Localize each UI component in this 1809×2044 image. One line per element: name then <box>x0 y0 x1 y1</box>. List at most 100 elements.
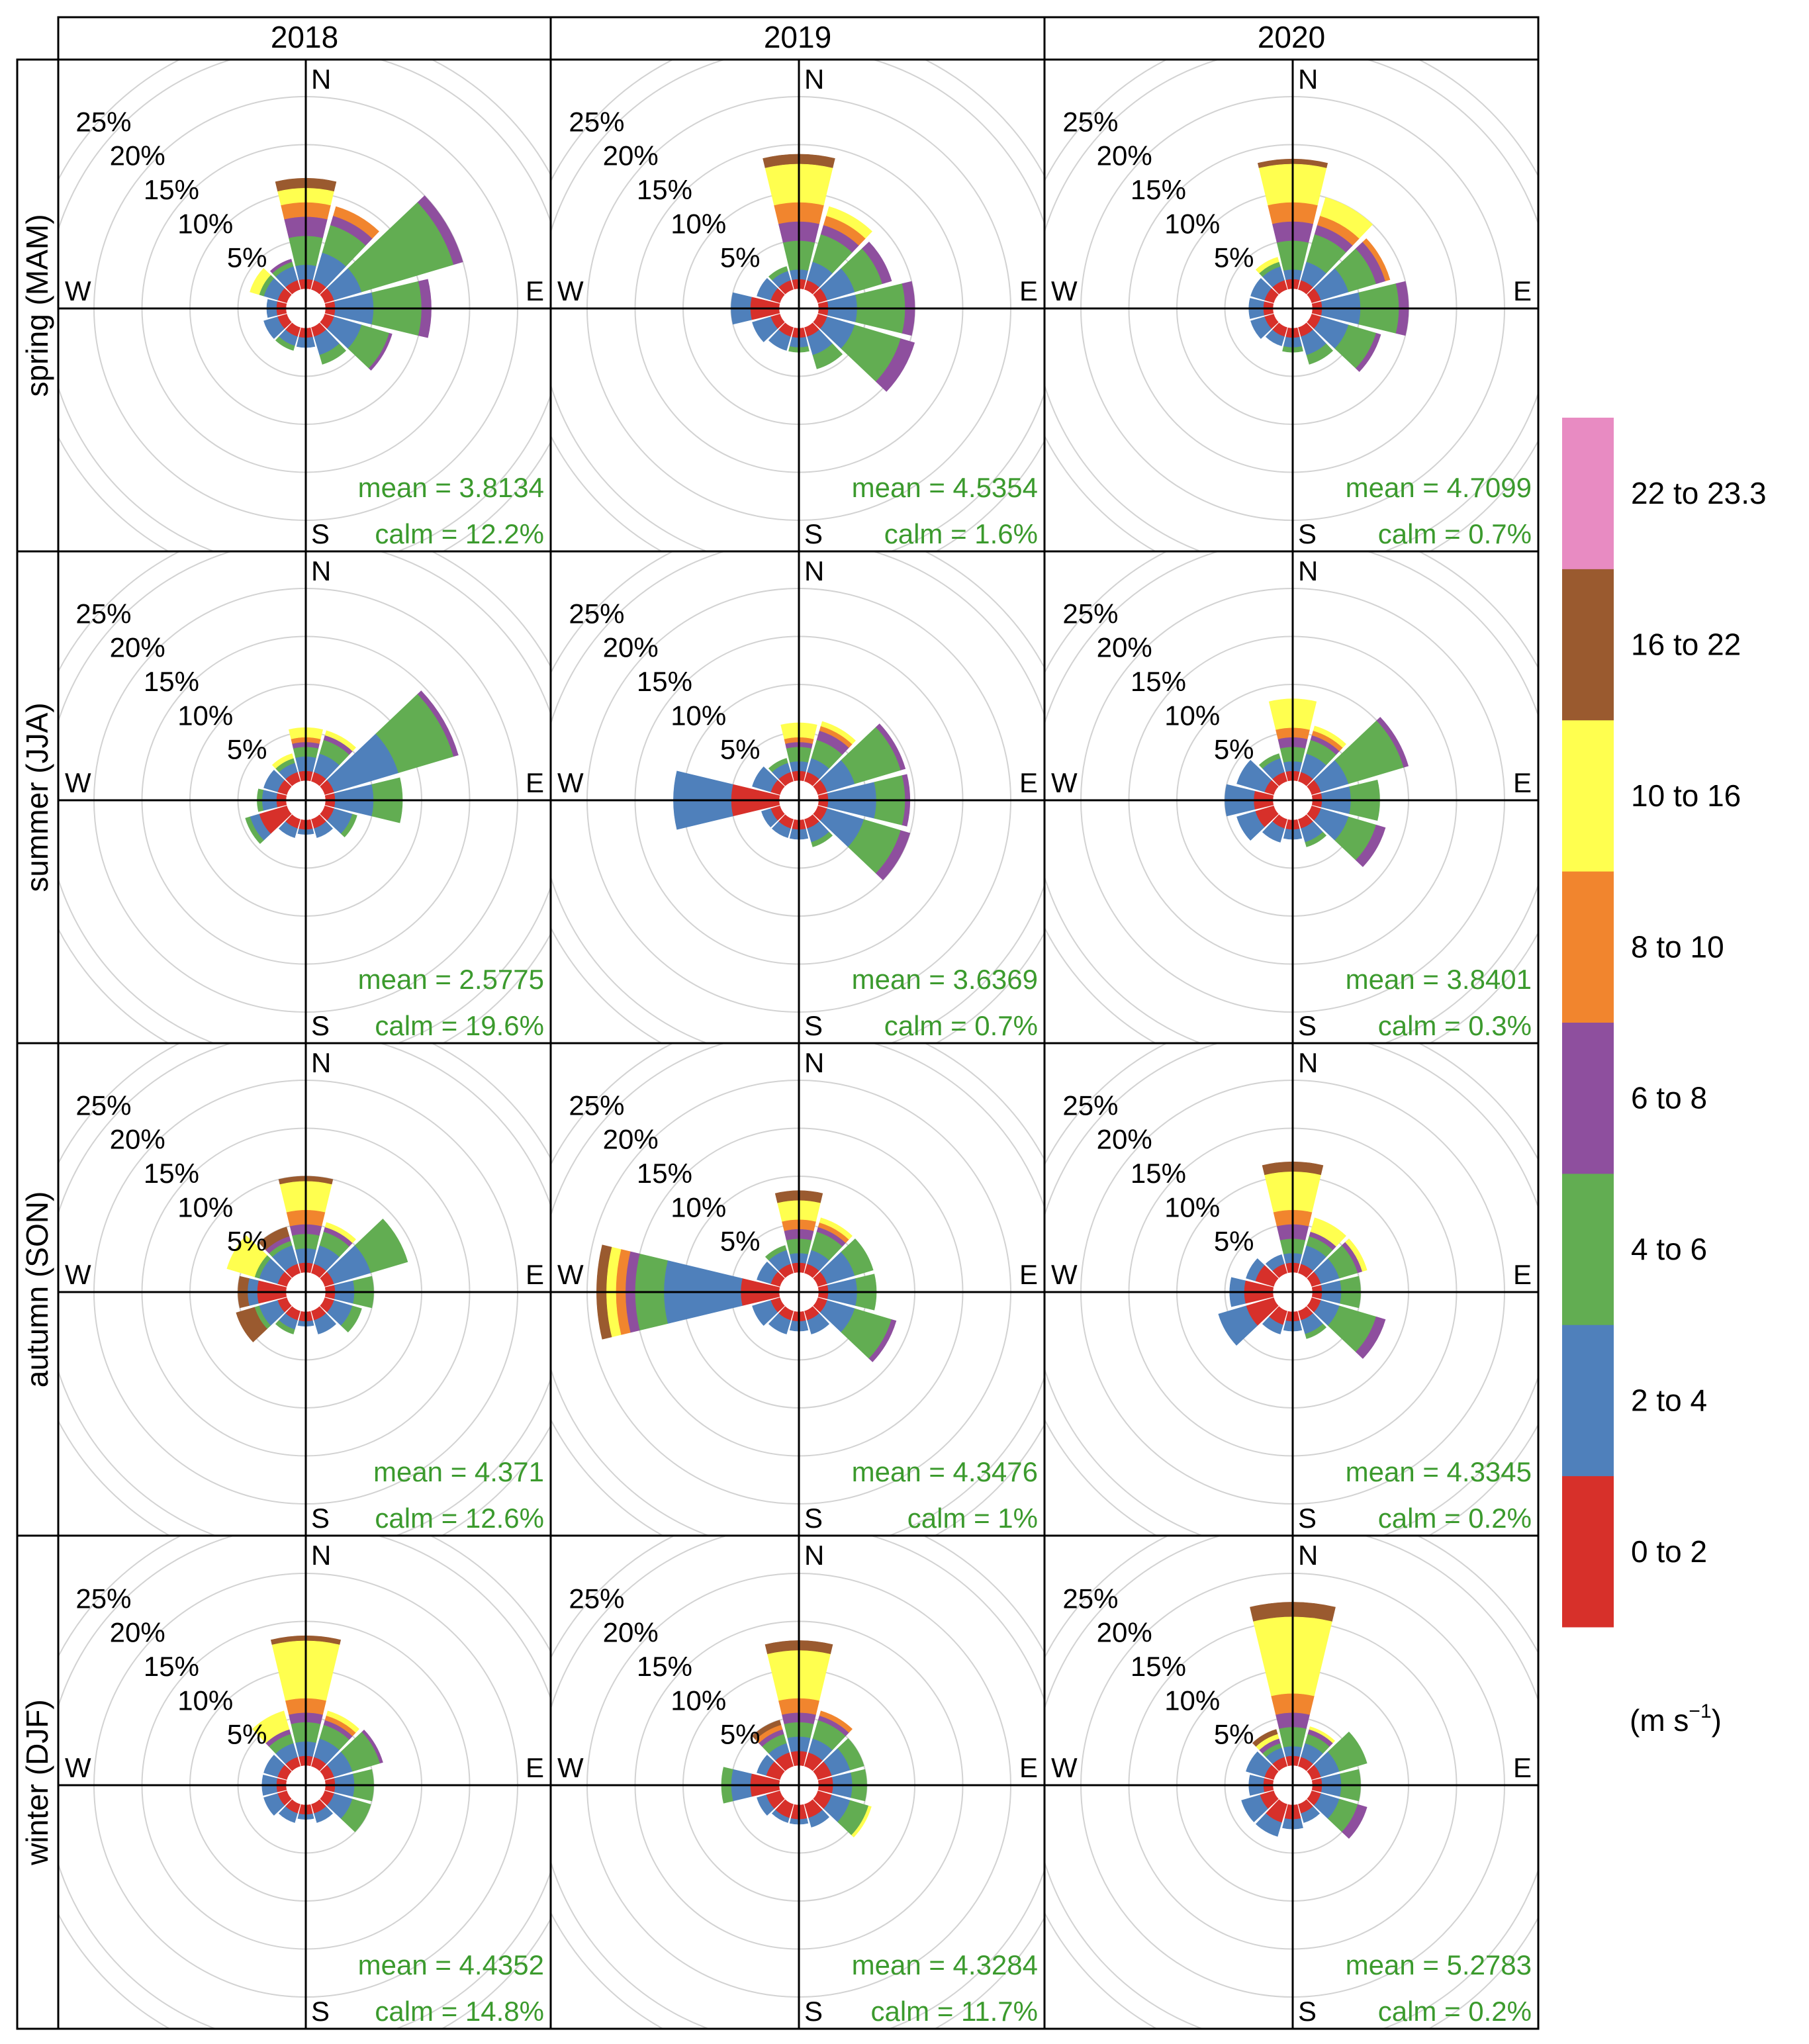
calm-annotation: calm = 0.7% <box>884 1010 1038 1041</box>
wedge-segment <box>340 1305 362 1333</box>
wedge-segment <box>252 1710 290 1743</box>
panel-border <box>1043 1534 1540 2030</box>
compass-label-n: N <box>311 1047 331 1078</box>
compass-label-w: W <box>65 1259 91 1290</box>
compass-label-e: E <box>526 767 544 798</box>
mean-annotation: mean = 4.3476 <box>852 1456 1038 1487</box>
wedge-segment <box>1320 197 1373 239</box>
mean-annotation: mean = 4.3284 <box>852 1949 1038 1980</box>
unit-suffix: ) <box>1712 1703 1722 1738</box>
wedge-segment <box>819 1217 853 1240</box>
legend-label: 16 to 22 <box>1631 627 1741 662</box>
wedge-segment <box>752 766 778 792</box>
column-header-label: 2018 <box>271 20 338 54</box>
mean-annotation: mean = 4.371 <box>373 1456 544 1487</box>
compass-label-n: N <box>1298 555 1318 586</box>
mean-annotation: mean = 4.4352 <box>358 1949 544 1980</box>
wedge-segment <box>1345 1238 1368 1272</box>
calm-annotation: calm = 0.3% <box>1378 1010 1532 1041</box>
wedge-segment <box>1255 1813 1282 1837</box>
compass-label-w: W <box>557 275 584 306</box>
radial-tick-label: 20% <box>110 1617 165 1648</box>
wedge-segment <box>812 343 843 369</box>
legend-unit-label: (m s−1) <box>1630 1700 1722 1738</box>
wedge-segment <box>837 1738 864 1771</box>
wedge-segment <box>819 1710 853 1733</box>
radial-tick-label: 15% <box>1131 1651 1186 1682</box>
compass-label-w: W <box>1051 1752 1078 1783</box>
radial-tick-label: 20% <box>110 140 165 171</box>
radial-tick-label: 15% <box>144 666 199 697</box>
mean-annotation: mean = 4.7099 <box>1346 472 1532 503</box>
mean-annotation: mean = 5.2783 <box>1346 1949 1532 1980</box>
radial-tick-label: 20% <box>110 1124 165 1155</box>
radial-tick-label: 15% <box>144 1158 199 1189</box>
legend-label: 10 to 16 <box>1631 778 1741 813</box>
wedge-segment <box>1258 753 1281 769</box>
radial-tick-label: 5% <box>720 1719 761 1750</box>
wedge-segment <box>1241 1794 1268 1823</box>
radial-tick-label: 20% <box>603 1617 659 1648</box>
wedge-segment <box>314 821 334 838</box>
calm-annotation: calm = 19.6% <box>375 1010 544 1041</box>
wedge-segment <box>768 1313 791 1334</box>
radial-tick-label: 25% <box>1062 1583 1118 1614</box>
wedge-segment <box>263 1754 285 1777</box>
wedge-segment <box>768 758 788 772</box>
wedge-segment <box>1265 329 1285 346</box>
legend-swatch <box>1562 871 1614 1023</box>
compass-label-w: W <box>1051 767 1078 798</box>
radial-tick-label: 15% <box>1131 666 1186 697</box>
radial-tick-label: 15% <box>144 1651 199 1682</box>
radial-tick-label: 15% <box>1131 174 1186 205</box>
wedge-segment <box>1236 811 1265 841</box>
radial-tick-label: 20% <box>1097 632 1152 663</box>
radial-tick-label: 5% <box>720 1226 761 1257</box>
column-header-label: 2020 <box>1258 20 1325 54</box>
wedge-segment <box>1305 1323 1327 1339</box>
wedge-segment <box>340 1798 371 1833</box>
compass-label-s: S <box>1298 1010 1317 1041</box>
unit-prefix: (m s <box>1630 1703 1689 1738</box>
compass-label-e: E <box>526 275 544 306</box>
legend-swatch <box>1562 1324 1614 1477</box>
wedge-segment <box>333 206 379 239</box>
radial-tick-label: 5% <box>227 734 267 765</box>
unit-exponent: −1 <box>1689 1700 1711 1722</box>
compass-label-e: E <box>1019 767 1038 798</box>
wedge-segment <box>868 1319 897 1362</box>
wedge-segment <box>768 329 791 351</box>
wedge-segment <box>1236 759 1272 792</box>
radial-tick-label: 25% <box>75 1583 131 1614</box>
compass-label-w: W <box>557 1259 584 1290</box>
compass-label-n: N <box>311 64 331 95</box>
compass-label-s: S <box>311 518 330 549</box>
compass-label-s: S <box>804 1503 823 1534</box>
wedge-segment <box>765 1245 787 1261</box>
wedge-segment <box>340 813 357 838</box>
wedge-segment <box>1301 1806 1321 1823</box>
radial-tick-label: 25% <box>75 598 131 629</box>
wedge-segment <box>258 1227 290 1250</box>
wedge-segment <box>807 1313 830 1334</box>
compass-label-s: S <box>1298 518 1317 549</box>
calm-annotation: calm = 0.2% <box>1378 1996 1532 2027</box>
radial-tick-label: 25% <box>569 598 624 629</box>
radial-tick-label: 20% <box>1097 1124 1152 1155</box>
legend-label: 0 to 2 <box>1631 1534 1707 1569</box>
radial-tick-label: 15% <box>637 666 692 697</box>
compass-label-w: W <box>557 767 584 798</box>
radial-tick-label: 5% <box>1214 734 1254 765</box>
radial-tick-label: 5% <box>720 734 761 765</box>
legend-label: 8 to 10 <box>1631 929 1724 964</box>
radial-tick-label: 25% <box>1062 106 1118 137</box>
radial-tick-label: 10% <box>177 1685 233 1716</box>
wedge-segment <box>278 1806 298 1823</box>
radial-tick-label: 10% <box>671 1685 726 1716</box>
